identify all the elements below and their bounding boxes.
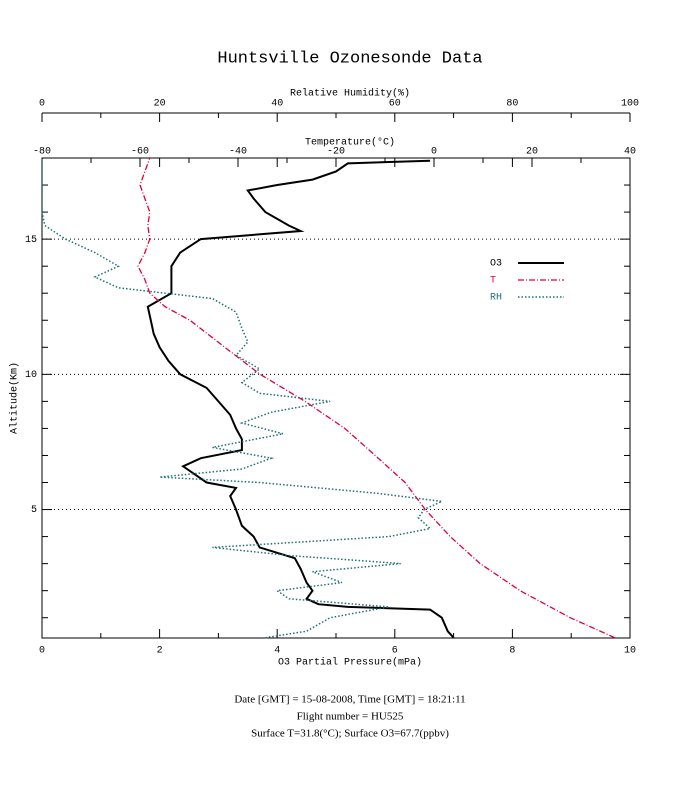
x-tick-label: 100 <box>621 99 639 110</box>
x-tick-label: -20 <box>327 147 345 158</box>
x-tick-label: 20 <box>154 99 166 110</box>
x2-axis-title: Relative Humidity(%) <box>290 88 410 100</box>
x-tick-label: 6 <box>392 646 398 657</box>
footer-line: Flight number = HU525 <box>297 711 404 723</box>
x-tick-label: -60 <box>131 147 149 158</box>
x-axis-title: O3 Partial Pressure(mPa) <box>278 657 422 669</box>
legend-label: O3 <box>490 259 502 270</box>
footer-line: Surface T=31.8(°C); Surface O3=67.7(ppbv… <box>251 728 449 740</box>
legend-label: T <box>490 276 496 287</box>
x-tick-label: 40 <box>624 147 636 158</box>
y-tick-label: 15 <box>25 235 37 246</box>
x-tick-label: 10 <box>624 646 636 657</box>
y-tick-label: 5 <box>31 505 37 516</box>
x-tick-label: 20 <box>526 147 538 158</box>
x-tick-label: 80 <box>506 99 518 110</box>
x-tick-label: 8 <box>509 646 515 657</box>
x3-axis-title: Temperature(°C) <box>305 137 395 149</box>
y-tick-label: 10 <box>25 370 37 381</box>
x-tick-label: 4 <box>274 646 280 657</box>
x-tick-label: 40 <box>271 99 283 110</box>
legend-label: RH <box>490 293 502 304</box>
x-tick-label: 60 <box>389 99 401 110</box>
footer-line: Date [GMT] = 15-08-2008, Time [GMT] = 18… <box>234 694 465 706</box>
profile-line <box>41 158 445 639</box>
chart-title: Huntsville Ozonesonde Data <box>217 49 482 68</box>
plot-frame <box>41 157 631 639</box>
x-tick-label: -80 <box>33 147 51 158</box>
x-tick-label: 2 <box>157 646 163 657</box>
x-tick-label: 0 <box>39 99 45 110</box>
x-tick-label: 0 <box>431 147 437 158</box>
x-tick-label: -40 <box>229 147 247 158</box>
profile-line <box>146 159 455 639</box>
y-axis-title: Altitude(Km) <box>9 362 21 434</box>
x-tick-label: 0 <box>39 646 45 657</box>
